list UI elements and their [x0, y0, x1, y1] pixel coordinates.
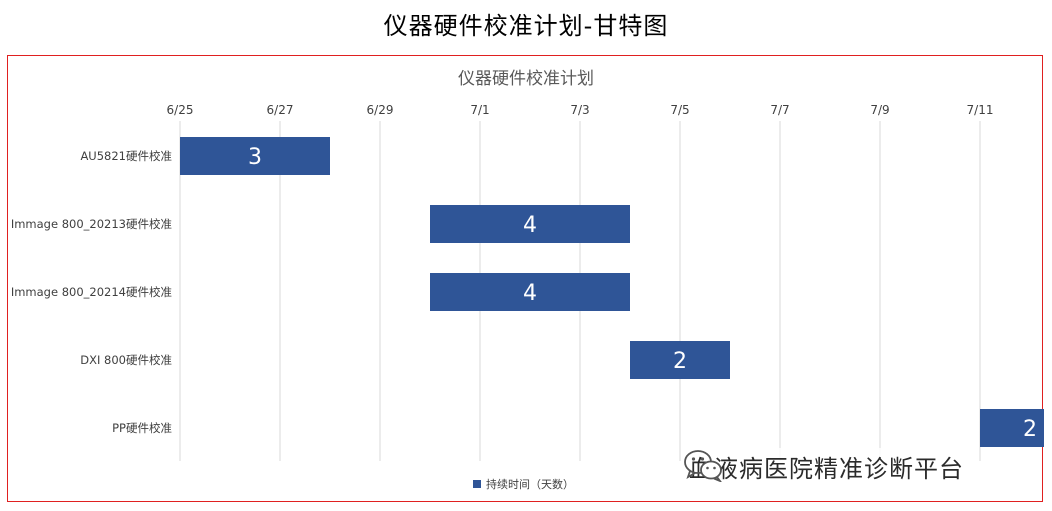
x-tick-label: 7/9 — [870, 103, 889, 117]
chart-canvas: 仪器硬件校准计划 6/25 6/27 6/29 7/1 7/3 7/5 7/7 7/9 7/11 A… — [11, 69, 1044, 491]
x-tick-label: 6/27 — [267, 103, 294, 117]
gantt-bar — [980, 409, 1044, 447]
wechat-icon — [684, 450, 722, 482]
category-label: DXI 800硬件校准 — [80, 353, 172, 367]
category-label: Immage 800_20213硬件校准 — [11, 217, 172, 231]
bar-data-label: 3 — [248, 145, 262, 170]
gantt-bar — [180, 137, 330, 175]
gantt-bar — [430, 273, 630, 311]
x-tick-label: 7/11 — [967, 103, 994, 117]
x-tick-label: 7/1 — [470, 103, 489, 117]
x-tick-label: 7/3 — [570, 103, 589, 117]
legend-swatch — [473, 480, 481, 488]
chart-title: 仪器硬件校准计划 — [458, 69, 594, 89]
x-tick-label: 7/5 — [670, 103, 689, 117]
bar-data-label: 2 — [1023, 417, 1037, 442]
category-label: PP硬件校准 — [112, 421, 172, 435]
gantt-chart: 仪器硬件校准计划 6/25 6/27 6/29 7/1 7/3 7/5 7/7 7/9 7/11 A… — [7, 55, 1044, 502]
bar-data-label: 4 — [523, 281, 537, 306]
watermark: 血液病医院精准诊断平台 — [683, 448, 968, 484]
category-label: AU5821硬件校准 — [80, 149, 172, 163]
x-tick-label: 6/29 — [367, 103, 394, 117]
gantt-bar — [430, 205, 630, 243]
bar-data-label: 2 — [673, 349, 687, 374]
bar-data-label: 4 — [523, 213, 537, 238]
legend-label: 持续时间（天数） — [486, 477, 574, 491]
gantt-bar — [630, 341, 730, 379]
page-title: 仪器硬件校准计划-甘特图 — [383, 12, 669, 40]
category-label: Immage 800_20214硬件校准 — [11, 285, 172, 299]
x-tick-label: 6/25 — [167, 103, 194, 117]
watermark-text: 血液病医院精准诊断平台 — [689, 454, 964, 483]
x-tick-label: 7/7 — [770, 103, 789, 117]
